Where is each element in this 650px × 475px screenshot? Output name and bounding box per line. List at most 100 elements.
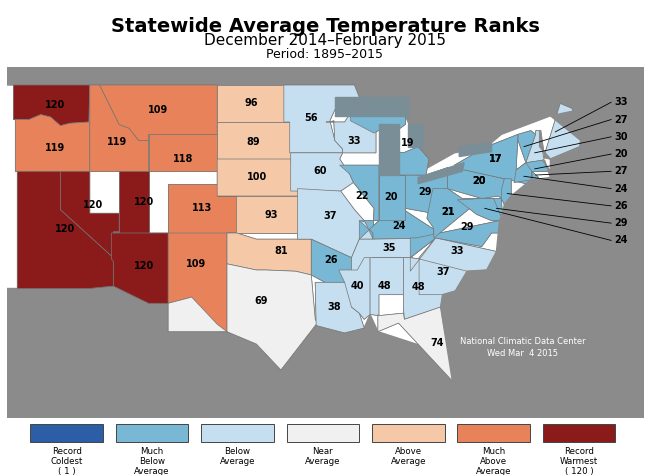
Polygon shape: [60, 171, 119, 257]
Text: 69: 69: [255, 296, 268, 306]
Bar: [458, 424, 530, 442]
Polygon shape: [335, 97, 408, 116]
Text: 118: 118: [173, 154, 193, 164]
Text: 26: 26: [324, 255, 337, 265]
Text: 120: 120: [55, 224, 75, 234]
Polygon shape: [419, 238, 467, 294]
Text: Below
Average: Below Average: [220, 446, 255, 466]
Text: 19: 19: [400, 138, 414, 148]
Polygon shape: [16, 114, 90, 171]
Polygon shape: [149, 134, 217, 171]
Text: 27: 27: [614, 166, 628, 176]
Text: Record
Warmest
( 120 ): Record Warmest ( 120 ): [560, 446, 598, 475]
Polygon shape: [410, 238, 497, 271]
Polygon shape: [378, 307, 452, 381]
Polygon shape: [149, 134, 217, 171]
Polygon shape: [406, 168, 447, 213]
Polygon shape: [99, 85, 217, 141]
Polygon shape: [404, 257, 443, 319]
Polygon shape: [379, 124, 398, 175]
Polygon shape: [419, 238, 467, 294]
Polygon shape: [217, 122, 291, 159]
Polygon shape: [350, 114, 406, 133]
Polygon shape: [168, 184, 237, 233]
Polygon shape: [501, 179, 511, 205]
Text: 21: 21: [441, 207, 454, 217]
Polygon shape: [227, 233, 311, 275]
Polygon shape: [352, 238, 436, 286]
Text: Much
Below
Average: Much Below Average: [135, 446, 170, 475]
Polygon shape: [408, 124, 423, 147]
Polygon shape: [14, 85, 90, 126]
Polygon shape: [410, 221, 501, 257]
Polygon shape: [217, 159, 302, 196]
Text: 35: 35: [382, 243, 395, 253]
Polygon shape: [427, 189, 482, 238]
Polygon shape: [340, 165, 379, 239]
Polygon shape: [518, 131, 536, 163]
Polygon shape: [379, 175, 406, 221]
Polygon shape: [99, 85, 217, 141]
Polygon shape: [284, 85, 359, 153]
Polygon shape: [311, 239, 352, 286]
Polygon shape: [406, 168, 447, 213]
Polygon shape: [326, 114, 376, 153]
Bar: [543, 424, 616, 442]
Polygon shape: [370, 257, 404, 315]
Text: 48: 48: [378, 281, 391, 291]
Text: 26: 26: [614, 201, 628, 211]
Polygon shape: [168, 233, 237, 332]
Text: 120: 120: [46, 100, 66, 110]
Polygon shape: [389, 147, 429, 175]
Polygon shape: [516, 160, 551, 171]
Polygon shape: [113, 171, 149, 257]
Polygon shape: [311, 239, 352, 286]
Polygon shape: [315, 282, 364, 333]
Polygon shape: [526, 131, 545, 163]
Polygon shape: [458, 199, 501, 221]
Text: 60: 60: [313, 166, 327, 176]
Polygon shape: [514, 163, 532, 182]
Polygon shape: [526, 131, 545, 163]
Polygon shape: [298, 189, 373, 257]
Polygon shape: [90, 85, 149, 171]
Text: 74: 74: [430, 338, 443, 348]
Text: 120: 120: [134, 197, 154, 207]
Text: 38: 38: [327, 302, 341, 312]
Polygon shape: [6, 66, 644, 168]
Text: 81: 81: [274, 247, 288, 256]
Polygon shape: [454, 134, 532, 184]
Text: 89: 89: [246, 137, 260, 147]
Text: 29: 29: [614, 218, 628, 228]
Text: 29: 29: [460, 222, 474, 232]
Text: 22: 22: [356, 191, 369, 201]
Text: 24: 24: [614, 236, 628, 246]
Polygon shape: [532, 171, 539, 180]
Polygon shape: [447, 168, 504, 199]
Polygon shape: [298, 189, 373, 257]
Text: 20: 20: [472, 176, 486, 186]
Text: 119: 119: [46, 143, 66, 153]
Polygon shape: [18, 171, 113, 288]
Polygon shape: [113, 171, 149, 257]
Polygon shape: [217, 85, 290, 122]
Text: 93: 93: [265, 209, 278, 219]
Text: 113: 113: [192, 203, 213, 213]
Polygon shape: [217, 196, 309, 233]
Polygon shape: [404, 257, 443, 319]
Polygon shape: [60, 171, 119, 257]
Polygon shape: [458, 199, 501, 221]
Text: 33: 33: [614, 97, 628, 107]
Bar: [372, 424, 445, 442]
Text: 21: 21: [441, 207, 454, 217]
Text: 100: 100: [247, 172, 268, 182]
Polygon shape: [217, 196, 309, 233]
Polygon shape: [168, 264, 317, 370]
Polygon shape: [501, 179, 511, 205]
Polygon shape: [168, 233, 237, 332]
Polygon shape: [359, 211, 434, 239]
Polygon shape: [90, 85, 149, 171]
Polygon shape: [315, 282, 364, 333]
Text: Above
Average: Above Average: [391, 446, 426, 466]
Polygon shape: [389, 147, 429, 175]
